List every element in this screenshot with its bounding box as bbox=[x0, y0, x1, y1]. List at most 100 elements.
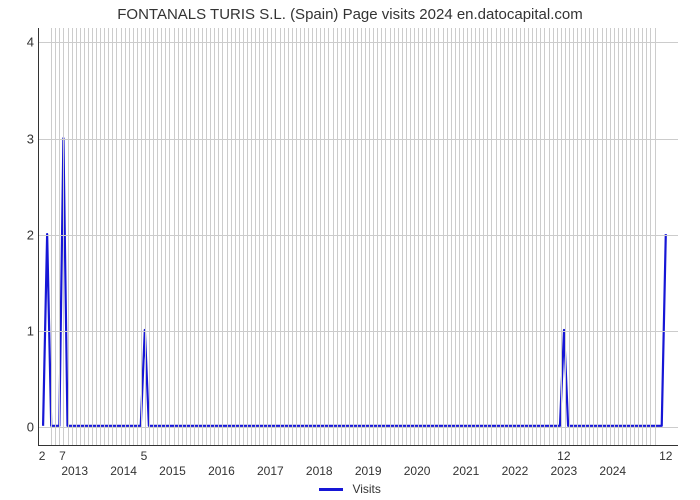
gridline-vertical bbox=[149, 28, 150, 445]
gridline-vertical bbox=[414, 28, 415, 445]
legend-swatch bbox=[319, 488, 343, 491]
gridline-vertical bbox=[434, 28, 435, 445]
x-tick-label: 2013 bbox=[61, 464, 88, 478]
gridline-vertical bbox=[76, 28, 77, 445]
gridline-vertical bbox=[540, 28, 541, 445]
gridline-vertical bbox=[491, 28, 492, 445]
gridline-vertical bbox=[194, 28, 195, 445]
gridline-vertical bbox=[544, 28, 545, 445]
gridline-vertical bbox=[337, 28, 338, 445]
gridline-vertical bbox=[422, 28, 423, 445]
point-label: 12 bbox=[659, 449, 672, 463]
gridline-horizontal bbox=[39, 331, 678, 332]
gridline-vertical bbox=[108, 28, 109, 445]
gridline-vertical bbox=[451, 28, 452, 445]
gridline-vertical bbox=[210, 28, 211, 445]
gridline-vertical bbox=[426, 28, 427, 445]
gridline-vertical bbox=[606, 28, 607, 445]
y-tick-label: 4 bbox=[18, 35, 34, 50]
gridline-vertical bbox=[618, 28, 619, 445]
gridline-vertical bbox=[597, 28, 598, 445]
gridline-vertical bbox=[557, 28, 558, 445]
gridline-vertical bbox=[520, 28, 521, 445]
gridline-vertical bbox=[145, 28, 146, 445]
gridline-vertical bbox=[532, 28, 533, 445]
gridline-vertical bbox=[255, 28, 256, 445]
gridline-vertical bbox=[296, 28, 297, 445]
x-tick-label: 2020 bbox=[404, 464, 431, 478]
gridline-vertical bbox=[589, 28, 590, 445]
x-tick-label: 2021 bbox=[453, 464, 480, 478]
gridline-vertical bbox=[206, 28, 207, 445]
gridline-vertical bbox=[174, 28, 175, 445]
gridline-vertical bbox=[447, 28, 448, 445]
gridline-vertical bbox=[271, 28, 272, 445]
gridline-vertical bbox=[410, 28, 411, 445]
gridline-vertical bbox=[157, 28, 158, 445]
gridline-vertical bbox=[275, 28, 276, 445]
gridline-vertical bbox=[308, 28, 309, 445]
gridline-vertical bbox=[316, 28, 317, 445]
gridline-vertical bbox=[178, 28, 179, 445]
gridline-vertical bbox=[565, 28, 566, 445]
gridline-vertical bbox=[198, 28, 199, 445]
gridline-vertical bbox=[528, 28, 529, 445]
gridline-vertical bbox=[133, 28, 134, 445]
gridline-vertical bbox=[153, 28, 154, 445]
gridline-horizontal bbox=[39, 235, 678, 236]
gridline-vertical bbox=[524, 28, 525, 445]
chart-title: FONTANALS TURIS S.L. (Spain) Page visits… bbox=[0, 6, 700, 23]
gridline-vertical bbox=[508, 28, 509, 445]
gridline-vertical bbox=[263, 28, 264, 445]
x-tick-label: 2023 bbox=[551, 464, 578, 478]
y-tick-label: 2 bbox=[18, 227, 34, 242]
gridline-vertical bbox=[243, 28, 244, 445]
gridline-vertical bbox=[369, 28, 370, 445]
x-tick-label: 2019 bbox=[355, 464, 382, 478]
gridline-vertical bbox=[500, 28, 501, 445]
gridline-vertical bbox=[487, 28, 488, 445]
gridline-vertical bbox=[475, 28, 476, 445]
legend: Visits bbox=[0, 482, 700, 496]
gridline-horizontal bbox=[39, 427, 678, 428]
gridline-vertical bbox=[51, 28, 52, 445]
gridline-vertical bbox=[80, 28, 81, 445]
gridline-vertical bbox=[459, 28, 460, 445]
gridline-vertical bbox=[512, 28, 513, 445]
gridline-vertical bbox=[280, 28, 281, 445]
gridline-vertical bbox=[125, 28, 126, 445]
gridline-vertical bbox=[88, 28, 89, 445]
gridline-vertical bbox=[292, 28, 293, 445]
gridline-vertical bbox=[479, 28, 480, 445]
x-tick-label: 2014 bbox=[110, 464, 137, 478]
gridline-vertical bbox=[573, 28, 574, 445]
gridline-vertical bbox=[504, 28, 505, 445]
gridline-vertical bbox=[328, 28, 329, 445]
y-tick-label: 1 bbox=[18, 323, 34, 338]
x-tick-label: 2015 bbox=[159, 464, 186, 478]
gridline-vertical bbox=[365, 28, 366, 445]
gridline-vertical bbox=[536, 28, 537, 445]
gridline-vertical bbox=[463, 28, 464, 445]
gridline-vertical bbox=[630, 28, 631, 445]
gridline-vertical bbox=[116, 28, 117, 445]
gridline-vertical bbox=[581, 28, 582, 445]
gridline-vertical bbox=[593, 28, 594, 445]
gridline-vertical bbox=[377, 28, 378, 445]
gridline-vertical bbox=[92, 28, 93, 445]
plot-area bbox=[38, 28, 678, 446]
gridline-vertical bbox=[406, 28, 407, 445]
point-label: 5 bbox=[141, 449, 148, 463]
gridline-vertical bbox=[561, 28, 562, 445]
gridline-vertical bbox=[231, 28, 232, 445]
gridline-vertical bbox=[467, 28, 468, 445]
gridline-vertical bbox=[398, 28, 399, 445]
gridline-vertical bbox=[304, 28, 305, 445]
gridline-vertical bbox=[341, 28, 342, 445]
gridline-vertical bbox=[72, 28, 73, 445]
gridline-vertical bbox=[577, 28, 578, 445]
gridline-vertical bbox=[642, 28, 643, 445]
gridline-vertical bbox=[373, 28, 374, 445]
gridline-vertical bbox=[438, 28, 439, 445]
gridline-vertical bbox=[68, 28, 69, 445]
